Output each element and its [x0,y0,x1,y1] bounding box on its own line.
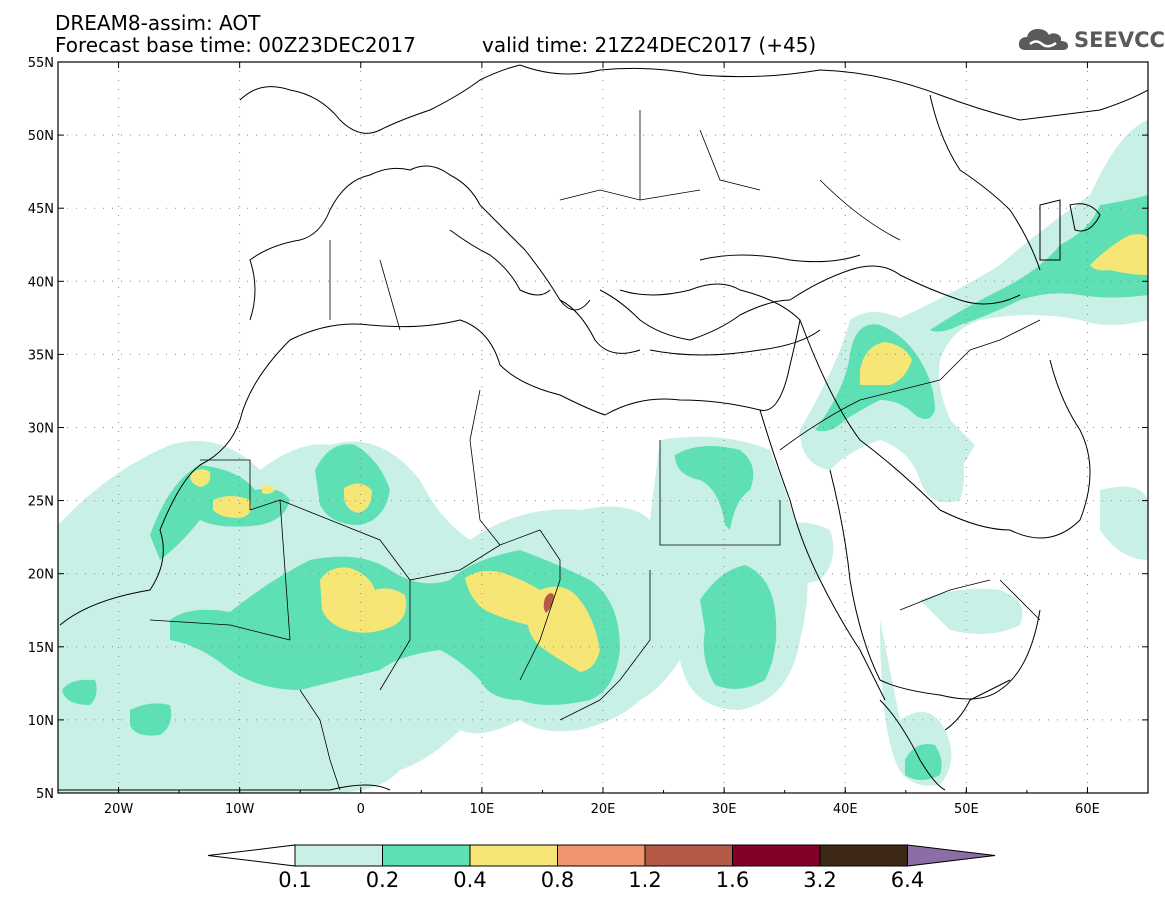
lon-tick-label: 10W [225,802,255,817]
country-borders [149,110,1041,791]
lon-tick-label: 60E [1075,802,1100,817]
aot-level-1.2 [543,593,554,613]
lon-tick-label: 40E [833,802,858,817]
lon-tick-label: 20E [591,802,616,817]
lat-tick-label: 55N [28,56,54,71]
colorbar-swatch [644,844,733,867]
valid-time: valid time: 21Z24DEC2017 (+45) [482,33,817,57]
colorbar-level-label: 3.2 [803,868,837,892]
map-title: DREAM8-assim: AOT [55,11,261,35]
colorbar-level-label: 1.2 [628,868,662,892]
colorbar-level-label: 6.4 [890,868,925,892]
colorbar-swatch [294,844,383,867]
seevccc-logo: SEEVCCC [1016,24,1165,56]
lat-tick-label: 5N [36,787,54,802]
lat-tick-label: 10N [28,714,54,729]
colorbar-level-label: 0.1 [278,868,312,892]
lat-tick-label: 15N [28,641,54,656]
colorbar-swatch [557,844,646,867]
colorbar-high-extend [907,844,996,867]
colorbar-swatch [382,844,471,867]
lat-tick-label: 35N [28,348,54,363]
colorbar [207,844,996,867]
coastlines-and-borders [58,64,1148,791]
cloud-logo-icon [1018,29,1068,50]
lat-tick-label: 30N [28,422,54,437]
lat-tick-label: 50N [28,129,54,144]
colorbar-level-label: 1.6 [715,868,750,892]
colorbar-swatch [469,844,558,867]
lon-tick-label: 30E [712,802,737,817]
lat-tick-label: 40N [28,275,54,290]
longitude-axis: 20W 10W 0 10E 20E 30E 40E 50E 60E [57,62,1149,817]
lon-tick-label: 10E [470,802,495,817]
forecast-base-time: Forecast base time: 00Z23DEC2017 [55,33,416,57]
colorbar-level-label: 0.2 [365,868,400,892]
lon-tick-label: 50E [954,802,979,817]
lat-tick-label: 25N [28,495,54,510]
colorbar-low-extend [207,844,296,867]
colorbar-level-label: 0.4 [453,868,487,892]
colorbar-swatch [819,844,908,867]
latitude-axis: 5N 10N 15N 20N 25N 30N 35N 40N 45N 50N 55N [28,56,1148,802]
colorbar-swatch [732,844,821,867]
lon-tick-label: 0 [357,802,365,817]
logo-text: SEEVCCC [1074,28,1165,52]
colorbar-level-label: 0.8 [540,868,575,892]
lat-tick-label: 20N [28,568,54,583]
lat-tick-label: 45N [28,202,54,217]
lon-tick-label: 20W [104,802,134,817]
aot-level-0.4 [190,234,1148,672]
